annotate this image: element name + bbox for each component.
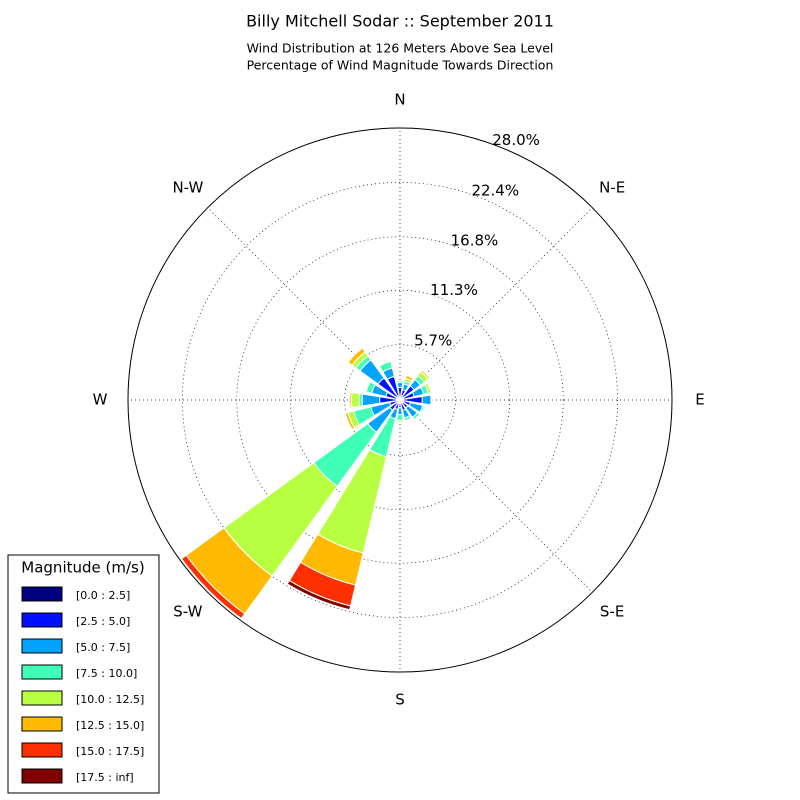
direction-label: S-W [173, 603, 202, 621]
bar-segment [421, 394, 432, 406]
r-tick-label: 22.4% [471, 181, 519, 199]
legend-swatch [21, 586, 63, 602]
legend-swatch [21, 664, 63, 680]
r-tick-label: 11.3% [430, 281, 478, 299]
direction-label: S-E [600, 603, 624, 621]
r-tick-label: 16.8% [451, 232, 499, 250]
grid-ring [289, 289, 511, 511]
direction-label: N-W [172, 178, 203, 196]
r-tick-label: 5.7% [414, 331, 452, 349]
chart-subtitle: Percentage of Wind Magnitude Towards Dir… [247, 58, 554, 73]
grid-ring [127, 127, 673, 673]
direction-label: E [695, 391, 704, 409]
legend: Magnitude (m/s) [0.0 : 2.5] [2.5 : 5.0] [5.… [7, 554, 160, 794]
legend-label: [17.5 : inf] [76, 771, 134, 784]
legend-swatch [21, 742, 63, 758]
chart-subtitle: Wind Distribution at 126 Meters Above Se… [247, 41, 554, 56]
grid-ring [182, 182, 618, 618]
legend-label: [5.0 : 7.5] [76, 641, 130, 654]
r-tick-label: 28.0% [492, 131, 540, 149]
legend-title: Magnitude (m/s) [21, 559, 144, 577]
legend-swatch [21, 638, 63, 654]
legend-swatch [21, 690, 63, 706]
grid-ring [344, 344, 456, 456]
legend-swatch [21, 768, 63, 784]
chart-title: Billy Mitchell Sodar :: September 2011 [246, 12, 554, 31]
legend-label: [2.5 : 5.0] [76, 615, 130, 628]
legend-label: [0.0 : 2.5] [76, 589, 130, 602]
bar-segment [396, 413, 404, 421]
grid-spoke [207, 207, 401, 401]
direction-label: N [394, 91, 405, 109]
legend-swatch [21, 716, 63, 732]
grid-spoke [399, 207, 593, 401]
legend-label: [7.5 : 10.0] [76, 667, 137, 680]
bar-segment [426, 382, 432, 393]
direction-label: S [395, 691, 405, 709]
bar-segment [378, 360, 391, 367]
direction-label: W [93, 391, 108, 409]
bar-segment [421, 369, 431, 379]
bar-segment [181, 558, 242, 619]
direction-label: N-E [599, 178, 625, 196]
bar-segment [286, 579, 352, 611]
legend-label: [12.5 : 15.0] [76, 719, 144, 732]
grid-ring [236, 236, 564, 564]
bar-segment [396, 382, 404, 389]
legend-label: [15.0 : 17.5] [76, 745, 144, 758]
legend-label: [10.0 : 12.5] [76, 693, 144, 706]
grid-spoke [399, 399, 593, 593]
bar-segment [348, 392, 351, 408]
bar-segment [350, 391, 361, 409]
bar-segment [344, 413, 353, 430]
legend-swatch [21, 612, 63, 628]
